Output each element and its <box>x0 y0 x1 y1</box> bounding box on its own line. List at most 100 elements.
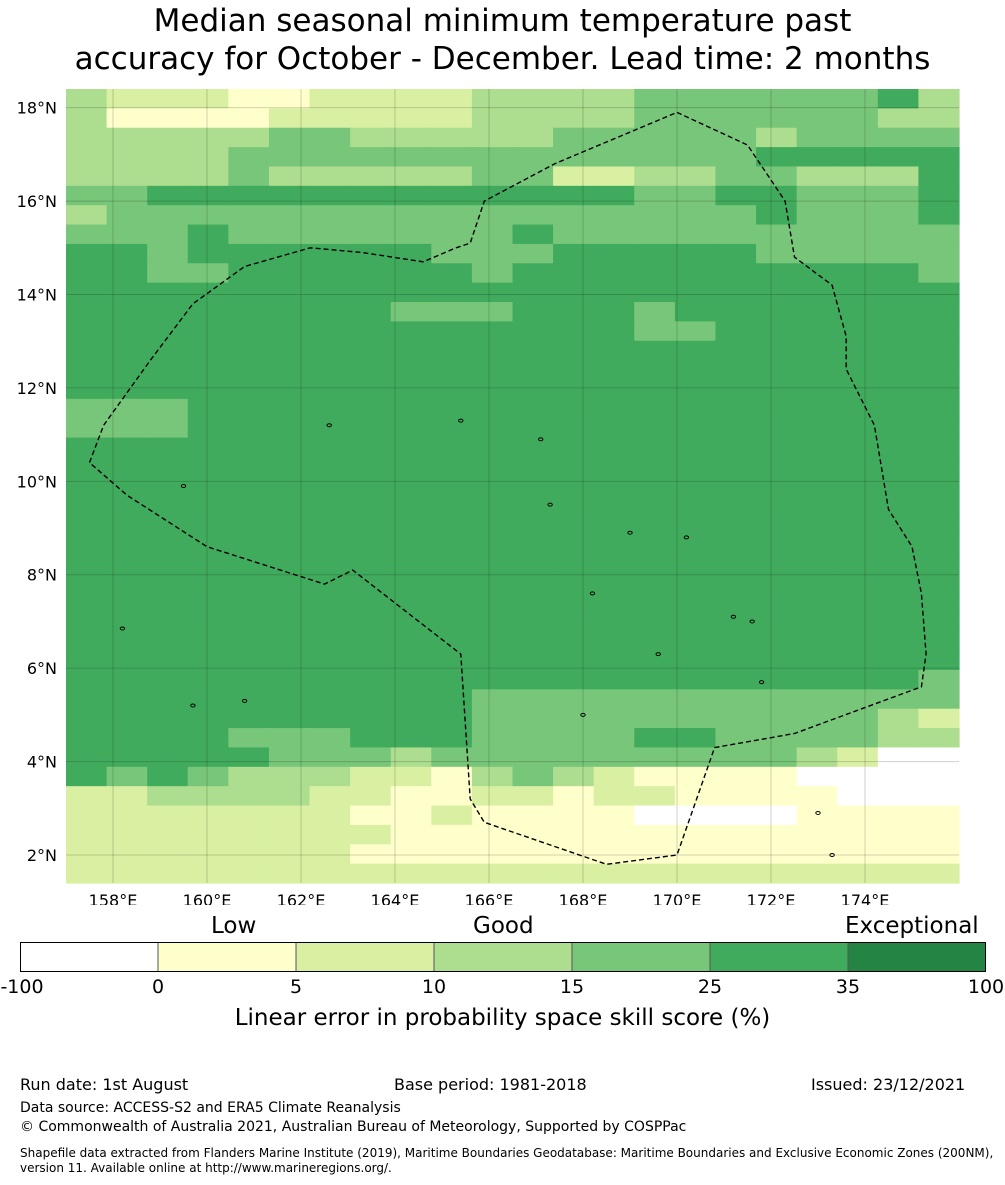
map-cell <box>796 515 838 536</box>
map-cell <box>66 263 108 284</box>
map-cell <box>106 340 148 361</box>
map-cell <box>187 669 229 690</box>
colorbar-tick-label: 5 <box>289 976 303 998</box>
map-cell <box>228 89 270 109</box>
map-cell <box>674 476 717 497</box>
map-cell <box>431 147 473 168</box>
map-cell <box>228 108 270 129</box>
map-cell <box>553 515 595 536</box>
map-cell <box>147 127 189 148</box>
map-cell <box>715 398 757 419</box>
map-cell <box>715 747 757 768</box>
map-cell <box>350 476 392 497</box>
map-cell <box>268 495 311 516</box>
latitude-tick-label: 16°N <box>17 192 57 211</box>
map-cell <box>309 147 351 168</box>
map-cell <box>268 147 311 168</box>
map-cell <box>634 534 676 555</box>
map-cell <box>106 495 148 516</box>
map-cell <box>309 534 351 555</box>
map-cell <box>431 282 473 303</box>
map-cell <box>268 669 311 690</box>
map-cell <box>350 669 392 690</box>
map-cell <box>674 321 717 342</box>
map-cell <box>918 282 960 303</box>
map-cell <box>147 360 189 381</box>
map-cell <box>106 824 148 845</box>
map-cell <box>66 650 108 671</box>
island-outline <box>180 484 187 488</box>
map-cell <box>471 844 514 865</box>
map-cell <box>634 669 676 690</box>
map-cell <box>309 766 351 787</box>
map-cell <box>147 786 189 807</box>
map-cell <box>674 592 717 613</box>
map-cell <box>390 573 432 594</box>
map-cell <box>918 515 960 536</box>
island-outline <box>627 530 633 535</box>
map-cell <box>796 786 838 807</box>
map-cell <box>553 263 595 284</box>
map-cell <box>471 824 514 845</box>
map-cell <box>187 495 229 516</box>
map-cell <box>228 747 270 768</box>
map-cell <box>66 573 108 594</box>
map-cell <box>796 185 838 206</box>
map-cell <box>471 805 514 826</box>
map-cell <box>756 456 798 477</box>
map-cell <box>350 398 392 419</box>
map-cell <box>106 766 148 787</box>
map-cell <box>268 515 311 536</box>
map-cell <box>715 321 757 342</box>
map-cell <box>187 418 229 439</box>
map-cell <box>877 515 920 536</box>
map-cell <box>309 89 351 109</box>
map-cell <box>268 689 311 710</box>
map-cell <box>268 456 311 477</box>
map-cell <box>471 515 514 536</box>
longitude-tick-label: 158°E <box>89 891 138 905</box>
map-cell <box>756 573 798 594</box>
longitude-ticks: 158°E 160°E 162°E 164°E 166°E 168°E 170°E 172°E… <box>89 891 890 905</box>
map-cell <box>593 456 635 477</box>
map-cell <box>512 573 554 594</box>
map-cell <box>837 360 879 381</box>
map-cell <box>634 263 676 284</box>
map-cell <box>390 689 432 710</box>
map-cell <box>837 747 879 768</box>
map-cell <box>674 863 717 884</box>
map-cell <box>350 515 392 536</box>
map-cell <box>431 108 473 129</box>
skill-score-map: 158°E 160°E 162°E 164°E 166°E 168°E 170°E 172°E… <box>17 89 960 905</box>
map-cell <box>593 824 635 845</box>
map-cell <box>106 689 148 710</box>
map-cell <box>756 689 798 710</box>
map-cell <box>837 786 879 807</box>
map-cell <box>228 282 270 303</box>
map-cell <box>918 437 960 458</box>
map-cell <box>796 766 838 787</box>
map-cell <box>796 263 838 284</box>
map-cell <box>512 689 554 710</box>
island-outline <box>580 712 586 717</box>
map-cell <box>756 708 798 729</box>
map-cell <box>796 611 838 632</box>
data-source: Data source: ACCESS-S2 and ERA5 Climate … <box>20 1100 401 1116</box>
map-cell <box>309 476 351 497</box>
map-cell <box>228 398 270 419</box>
map-cell <box>147 805 189 826</box>
map-cell <box>756 147 798 168</box>
latitude-tick-label: 18°N <box>17 99 57 118</box>
map-cell <box>715 263 757 284</box>
map-cell <box>877 147 920 168</box>
map-cell <box>634 689 676 710</box>
map-cell <box>715 553 757 574</box>
map-cell <box>390 166 432 187</box>
map-cell <box>877 863 920 884</box>
map-cell <box>512 476 554 497</box>
map-cell <box>674 379 717 400</box>
map-cell <box>674 766 717 787</box>
map-cell <box>756 669 798 690</box>
map-cell <box>431 398 473 419</box>
map-cell <box>471 456 514 477</box>
